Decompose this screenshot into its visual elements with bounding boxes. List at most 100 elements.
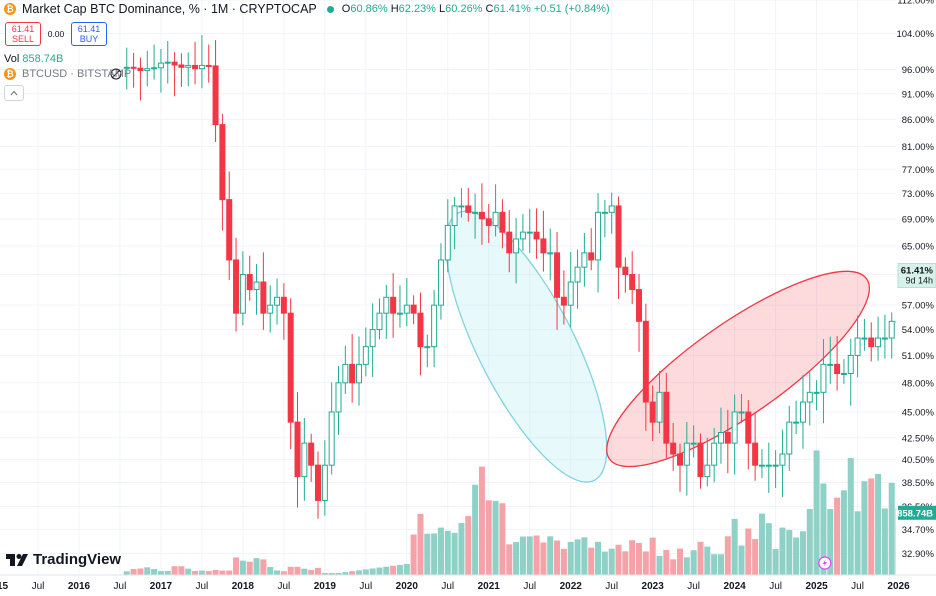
tradingview-logo[interactable]: TradingView [6, 551, 121, 568]
price-badge-countdown: 9d 14h [905, 275, 933, 285]
volume-bar [478, 466, 485, 575]
volume-bar [198, 570, 205, 575]
volume-bars [123, 450, 936, 575]
volume-bar [711, 554, 718, 575]
candle-body [437, 259, 444, 306]
volume-bar [595, 541, 602, 575]
volume-bar [151, 569, 158, 575]
candle-body [704, 464, 711, 478]
time-tick-label: Jul [32, 581, 45, 592]
volume-legend[interactable]: Vol 858.74B [4, 53, 64, 65]
candle-body [444, 224, 451, 261]
volume-bar [226, 570, 233, 575]
price-tick-label: 112.00% [897, 0, 934, 7]
candle-body [786, 421, 793, 455]
candle-body [499, 211, 506, 233]
volume-bar [779, 527, 786, 575]
volume-bar [130, 568, 137, 575]
buy-button[interactable]: 61.41 BUY [71, 22, 107, 46]
volume-bar [765, 523, 772, 575]
candle-body [205, 64, 212, 67]
volume-bar [881, 508, 888, 575]
candle-body [601, 211, 608, 214]
candle-body [130, 66, 137, 69]
candle-body [267, 304, 274, 314]
volume-bar [246, 561, 253, 575]
time-tick-label: 2023 [642, 581, 665, 592]
candle-body [192, 64, 199, 70]
candle-body [342, 363, 349, 384]
time-tick-label: 2020 [396, 581, 419, 592]
volume-bar [376, 567, 383, 575]
candle-body [690, 442, 697, 445]
candle-body [458, 205, 465, 208]
price-tick-label: 73.00% [902, 189, 935, 200]
time-axis-bg [0, 575, 936, 596]
candle-body [274, 296, 281, 306]
candle-body [506, 231, 513, 254]
tradingview-logo-icon [6, 553, 28, 566]
volume-bar [287, 566, 294, 575]
volume-bar [362, 569, 369, 575]
candle-body [485, 218, 492, 226]
bitcoin-icon: ₿ [4, 3, 16, 15]
volume-bar [465, 516, 472, 575]
volume-bar [683, 557, 690, 575]
volume-bar [519, 536, 526, 575]
price-badge [897, 262, 936, 288]
volume-bar [335, 573, 342, 575]
candles [123, 35, 936, 519]
volume-bar [629, 540, 636, 575]
price-axis: 112.00% 104.00% 96.00% 91.00% 86.00% 81.00% 77… [896, 0, 936, 575]
price-tick-label: 81.00% [902, 142, 935, 153]
candle-body [547, 252, 554, 255]
volume-bar [424, 533, 431, 575]
volume-bar [547, 536, 554, 575]
candle-body [431, 304, 438, 348]
time-tick-label: Jul [523, 581, 536, 592]
volume-bar [772, 549, 779, 575]
collapse-legend-button[interactable] [4, 85, 24, 101]
volume-bar [328, 573, 335, 575]
candle-body [198, 64, 205, 70]
compare-symbol-legend[interactable]: ₿ BTCUSD · BITSTAMP [0, 68, 131, 80]
volume-bar [567, 541, 574, 575]
volume-bar [233, 557, 240, 575]
candle-body [335, 382, 342, 413]
price-tick-label: 96.00% [902, 65, 935, 76]
compare-marker-slash [111, 69, 121, 79]
bitcoin-icon: ₿ [4, 68, 16, 80]
time-tick-label: 2018 [232, 581, 255, 592]
volume-bar [526, 536, 533, 575]
symbol-title[interactable]: Market Cap BTC Dominance, % · 1M · CRYPT… [22, 2, 317, 16]
candle-body [806, 391, 813, 403]
volume-bar [649, 537, 656, 575]
volume-bar [697, 541, 704, 575]
volume-bar [294, 566, 301, 575]
candle-body [383, 296, 390, 314]
volume-badge-value: 858.74B [897, 508, 933, 519]
price-tick-label: 91.00% [902, 89, 935, 100]
candle-body [574, 266, 581, 283]
candle-body [465, 205, 472, 213]
time-tick-label: Jul [769, 581, 782, 592]
candle-body [663, 391, 670, 444]
sell-button[interactable]: 61.41 SELL [5, 22, 41, 46]
time-tick-label: 2017 [150, 581, 173, 592]
candle-body [629, 274, 636, 291]
volume-bar [840, 490, 847, 575]
volume-bar [608, 548, 615, 575]
candle-body [868, 337, 875, 348]
candle-body [772, 464, 779, 467]
candle-body [677, 453, 683, 466]
candle-body [144, 68, 151, 72]
candle-body [670, 442, 677, 455]
candle-body [390, 296, 397, 314]
candle-body [888, 320, 895, 339]
volume-bar [704, 546, 711, 575]
candle-body [315, 464, 322, 501]
price-tick-label: 42.50% [902, 433, 935, 444]
price-tick-label: 69.00% [902, 214, 935, 225]
symbol-header[interactable]: ₿ Market Cap BTC Dominance, % · 1M · CRY… [0, 0, 610, 18]
